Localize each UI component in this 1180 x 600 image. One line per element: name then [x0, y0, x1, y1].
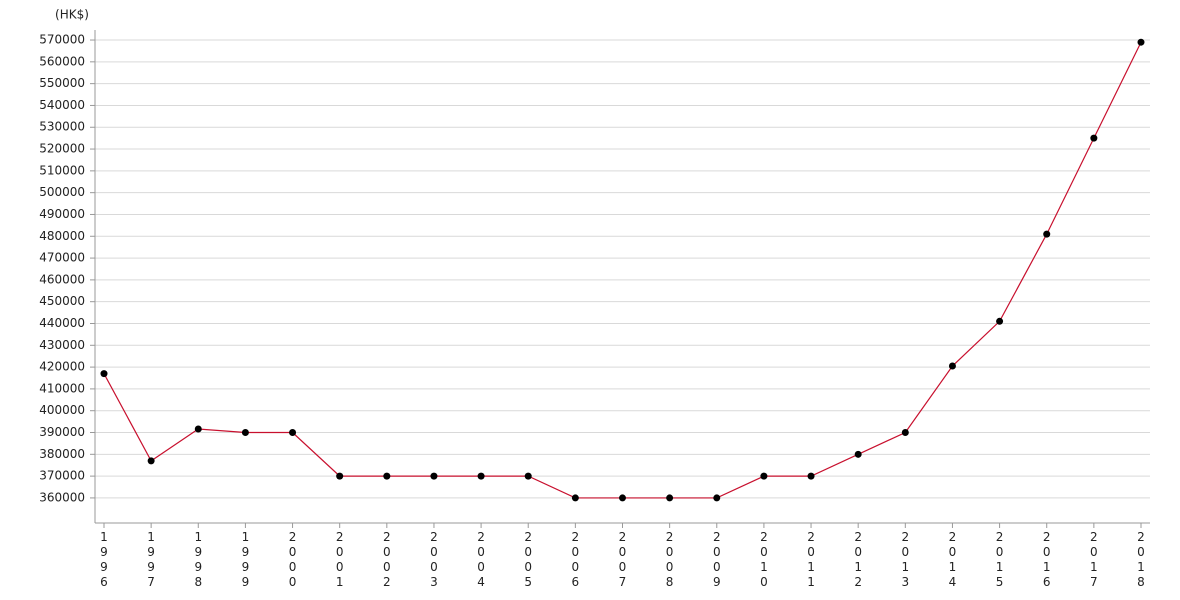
- x-tick-label: 2013: [898, 530, 912, 590]
- data-point: [477, 472, 485, 480]
- y-tick-label: 370000: [39, 469, 85, 483]
- x-tick-label: 2014: [945, 530, 959, 590]
- y-tick-label: 530000: [39, 120, 85, 134]
- data-point: [948, 362, 956, 370]
- x-tick-label: 1997: [144, 530, 158, 590]
- x-tick-label: 1999: [238, 530, 252, 590]
- data-point: [571, 494, 579, 502]
- y-tick-label: 440000: [39, 316, 85, 330]
- y-tick-label: 430000: [39, 338, 85, 352]
- x-tick-label: 2016: [1040, 530, 1054, 590]
- x-tick-label: 2005: [521, 530, 535, 590]
- y-tick-label: 560000: [39, 54, 85, 68]
- data-point: [289, 429, 297, 437]
- x-tick-label: 2000: [286, 530, 300, 590]
- y-tick-label: 480000: [39, 229, 85, 243]
- x-tick-label: 1996: [97, 530, 111, 590]
- data-point: [1090, 134, 1098, 142]
- y-tick-label: 420000: [39, 360, 85, 374]
- data-point: [996, 317, 1004, 325]
- data-point: [430, 472, 438, 480]
- data-point: [619, 494, 626, 502]
- x-tick-label: 2006: [568, 530, 582, 590]
- data-point: [241, 429, 249, 437]
- data-point: [666, 494, 674, 502]
- data-point: [100, 370, 108, 378]
- x-tick-label: 2009: [710, 530, 724, 590]
- y-tick-label: 540000: [39, 98, 85, 112]
- data-point: [1137, 38, 1145, 46]
- data-point: [336, 472, 344, 480]
- data-point: [807, 472, 815, 480]
- y-tick-label: 460000: [39, 272, 85, 286]
- data-point: [147, 457, 155, 465]
- x-tick-label: 1998: [191, 530, 205, 590]
- y-tick-label: 380000: [39, 447, 85, 461]
- x-tick-label: 2018: [1134, 530, 1148, 590]
- y-tick-label: 360000: [39, 490, 85, 504]
- x-tick-label: 2003: [427, 530, 441, 590]
- data-point: [524, 472, 532, 480]
- data-point: [901, 429, 909, 437]
- y-tick-label: 520000: [39, 142, 85, 156]
- x-tick-label: 2008: [663, 530, 677, 590]
- x-tick-label: 2012: [851, 530, 865, 590]
- y-tick-label: 450000: [39, 294, 85, 308]
- x-tick-label: 2001: [333, 530, 347, 590]
- y-tick-label: 570000: [39, 33, 85, 47]
- x-tick-label: 2007: [616, 530, 630, 590]
- y-tick-label: 550000: [39, 76, 85, 90]
- x-tick-label: 2017: [1087, 530, 1101, 590]
- x-tick-label: 2002: [380, 530, 394, 590]
- y-tick-label: 500000: [39, 185, 85, 199]
- y-tick-label: 470000: [39, 251, 85, 265]
- y-tick-label: 390000: [39, 425, 85, 439]
- x-tick-label: 2015: [993, 530, 1007, 590]
- data-point: [854, 450, 862, 458]
- y-tick-label: 490000: [39, 207, 85, 221]
- x-tick-label: 2010: [757, 530, 771, 590]
- y-tick-label: 410000: [39, 381, 85, 395]
- data-point: [760, 472, 768, 480]
- line-series: [103, 41, 1142, 499]
- data-point: [194, 425, 202, 433]
- y-tick-label: 510000: [39, 163, 85, 177]
- y-axis-label: (HK$): [55, 8, 89, 22]
- data-point: [383, 472, 391, 480]
- y-tick-label: 400000: [39, 403, 85, 417]
- x-tick-label: 2011: [804, 530, 818, 590]
- data-point: [1043, 230, 1051, 238]
- x-tick-label: 2004: [474, 530, 488, 590]
- data-point: [713, 494, 721, 502]
